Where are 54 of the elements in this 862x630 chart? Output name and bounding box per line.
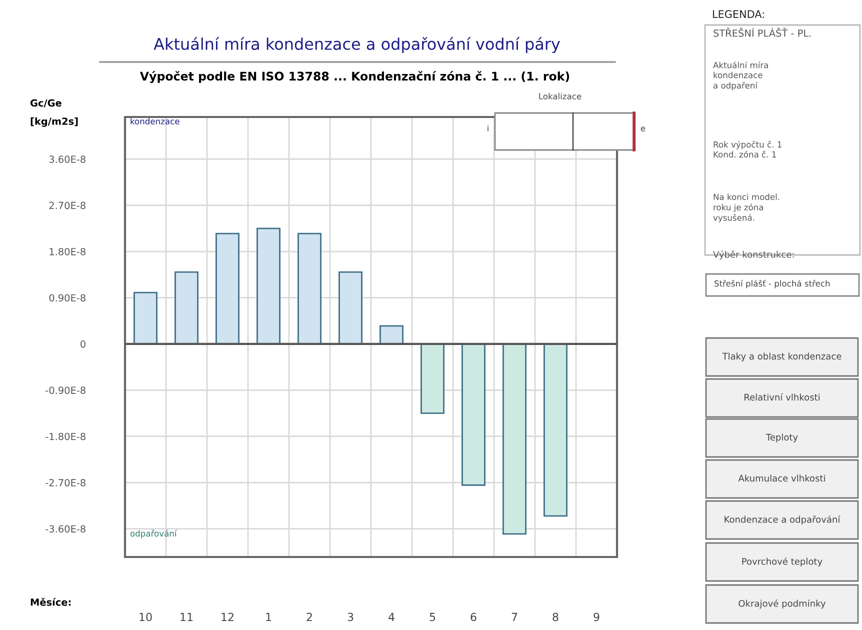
y-tick-label: -3.60E-8	[46, 525, 86, 533]
annotation: kondenzace	[130, 118, 180, 124]
text: Kondenzace a odpařování	[724, 515, 840, 525]
x-tick-label: 4	[388, 612, 394, 621]
bar	[174, 271, 198, 345]
text: Relativní vlhkosti	[744, 393, 820, 401]
bar	[134, 292, 158, 345]
x-tick-label: 8	[552, 612, 558, 622]
text: Aktuální míra kondenzace a odpaření	[713, 61, 768, 90]
text: Povrchové teploty	[742, 557, 822, 567]
bar	[256, 228, 280, 345]
y-axis-title: Gc/Ge [kg/m2s]	[30, 99, 78, 127]
bar	[544, 343, 568, 517]
text: LEGENDA:	[713, 10, 764, 18]
x-axis-title: Měsíce:	[30, 598, 71, 606]
y-tick-label: 0	[80, 340, 86, 348]
y-tick-label: -0.90E-8	[46, 386, 86, 394]
bar	[420, 343, 444, 414]
bar	[462, 343, 486, 486]
x-tick-label: 10	[140, 612, 152, 622]
text: Střešní plášť - plochá střech	[714, 280, 830, 288]
text: Teploty	[766, 434, 798, 442]
text: STŘEŠNÍ PLÁŠŤ - PL.	[714, 28, 811, 37]
text: Výběr konstrukce:	[713, 250, 794, 260]
bar	[338, 271, 362, 345]
bar	[502, 343, 526, 535]
text: Na konci model. roku je zóna vysušená.	[713, 194, 780, 222]
text: Lokalizace	[539, 92, 582, 100]
x-tick-label: 1	[266, 612, 272, 621]
y-tick-label: 3.60E-8	[49, 156, 86, 163]
x-tick-label: 11	[180, 612, 193, 621]
x-tick-label: 3	[348, 612, 354, 622]
x-tick-label: 12	[222, 612, 234, 621]
y-tick-label: -2.70E-8	[46, 479, 86, 486]
annotation: odpařování	[130, 530, 177, 538]
y-tick-label: -1.80E-8	[46, 432, 86, 440]
text: Akumulace vlhkosti	[738, 474, 825, 482]
y-tick-label: 0.90E-8	[49, 294, 86, 302]
y-tick-label: 2.70E-8	[49, 202, 86, 210]
text: Okrajové podmínky	[738, 599, 826, 609]
x-tick-label: 9	[594, 612, 600, 622]
bar	[380, 325, 404, 345]
chart-subtitle: Výpočet podle EN ISO 13788 ... Kondenzační zóna č. 1 ... (1. rok)	[140, 71, 570, 83]
x-tick-label: 5	[430, 612, 436, 622]
x-tick-label: 7	[512, 612, 518, 621]
x-tick-label: 6	[470, 612, 476, 622]
text: Tlaky a oblast kondenzace	[722, 352, 842, 362]
y-tick-label: 1.80E-8	[50, 248, 86, 256]
x-tick-label: 2	[306, 612, 312, 621]
text: Rok výpočtu č. 1 Kond. zóna č. 1	[714, 140, 782, 158]
chart-title: Aktuální míra kondenzace a odpařování vodní páry	[154, 36, 560, 54]
bar	[298, 232, 322, 345]
bar	[216, 232, 240, 345]
text: e	[640, 126, 646, 132]
